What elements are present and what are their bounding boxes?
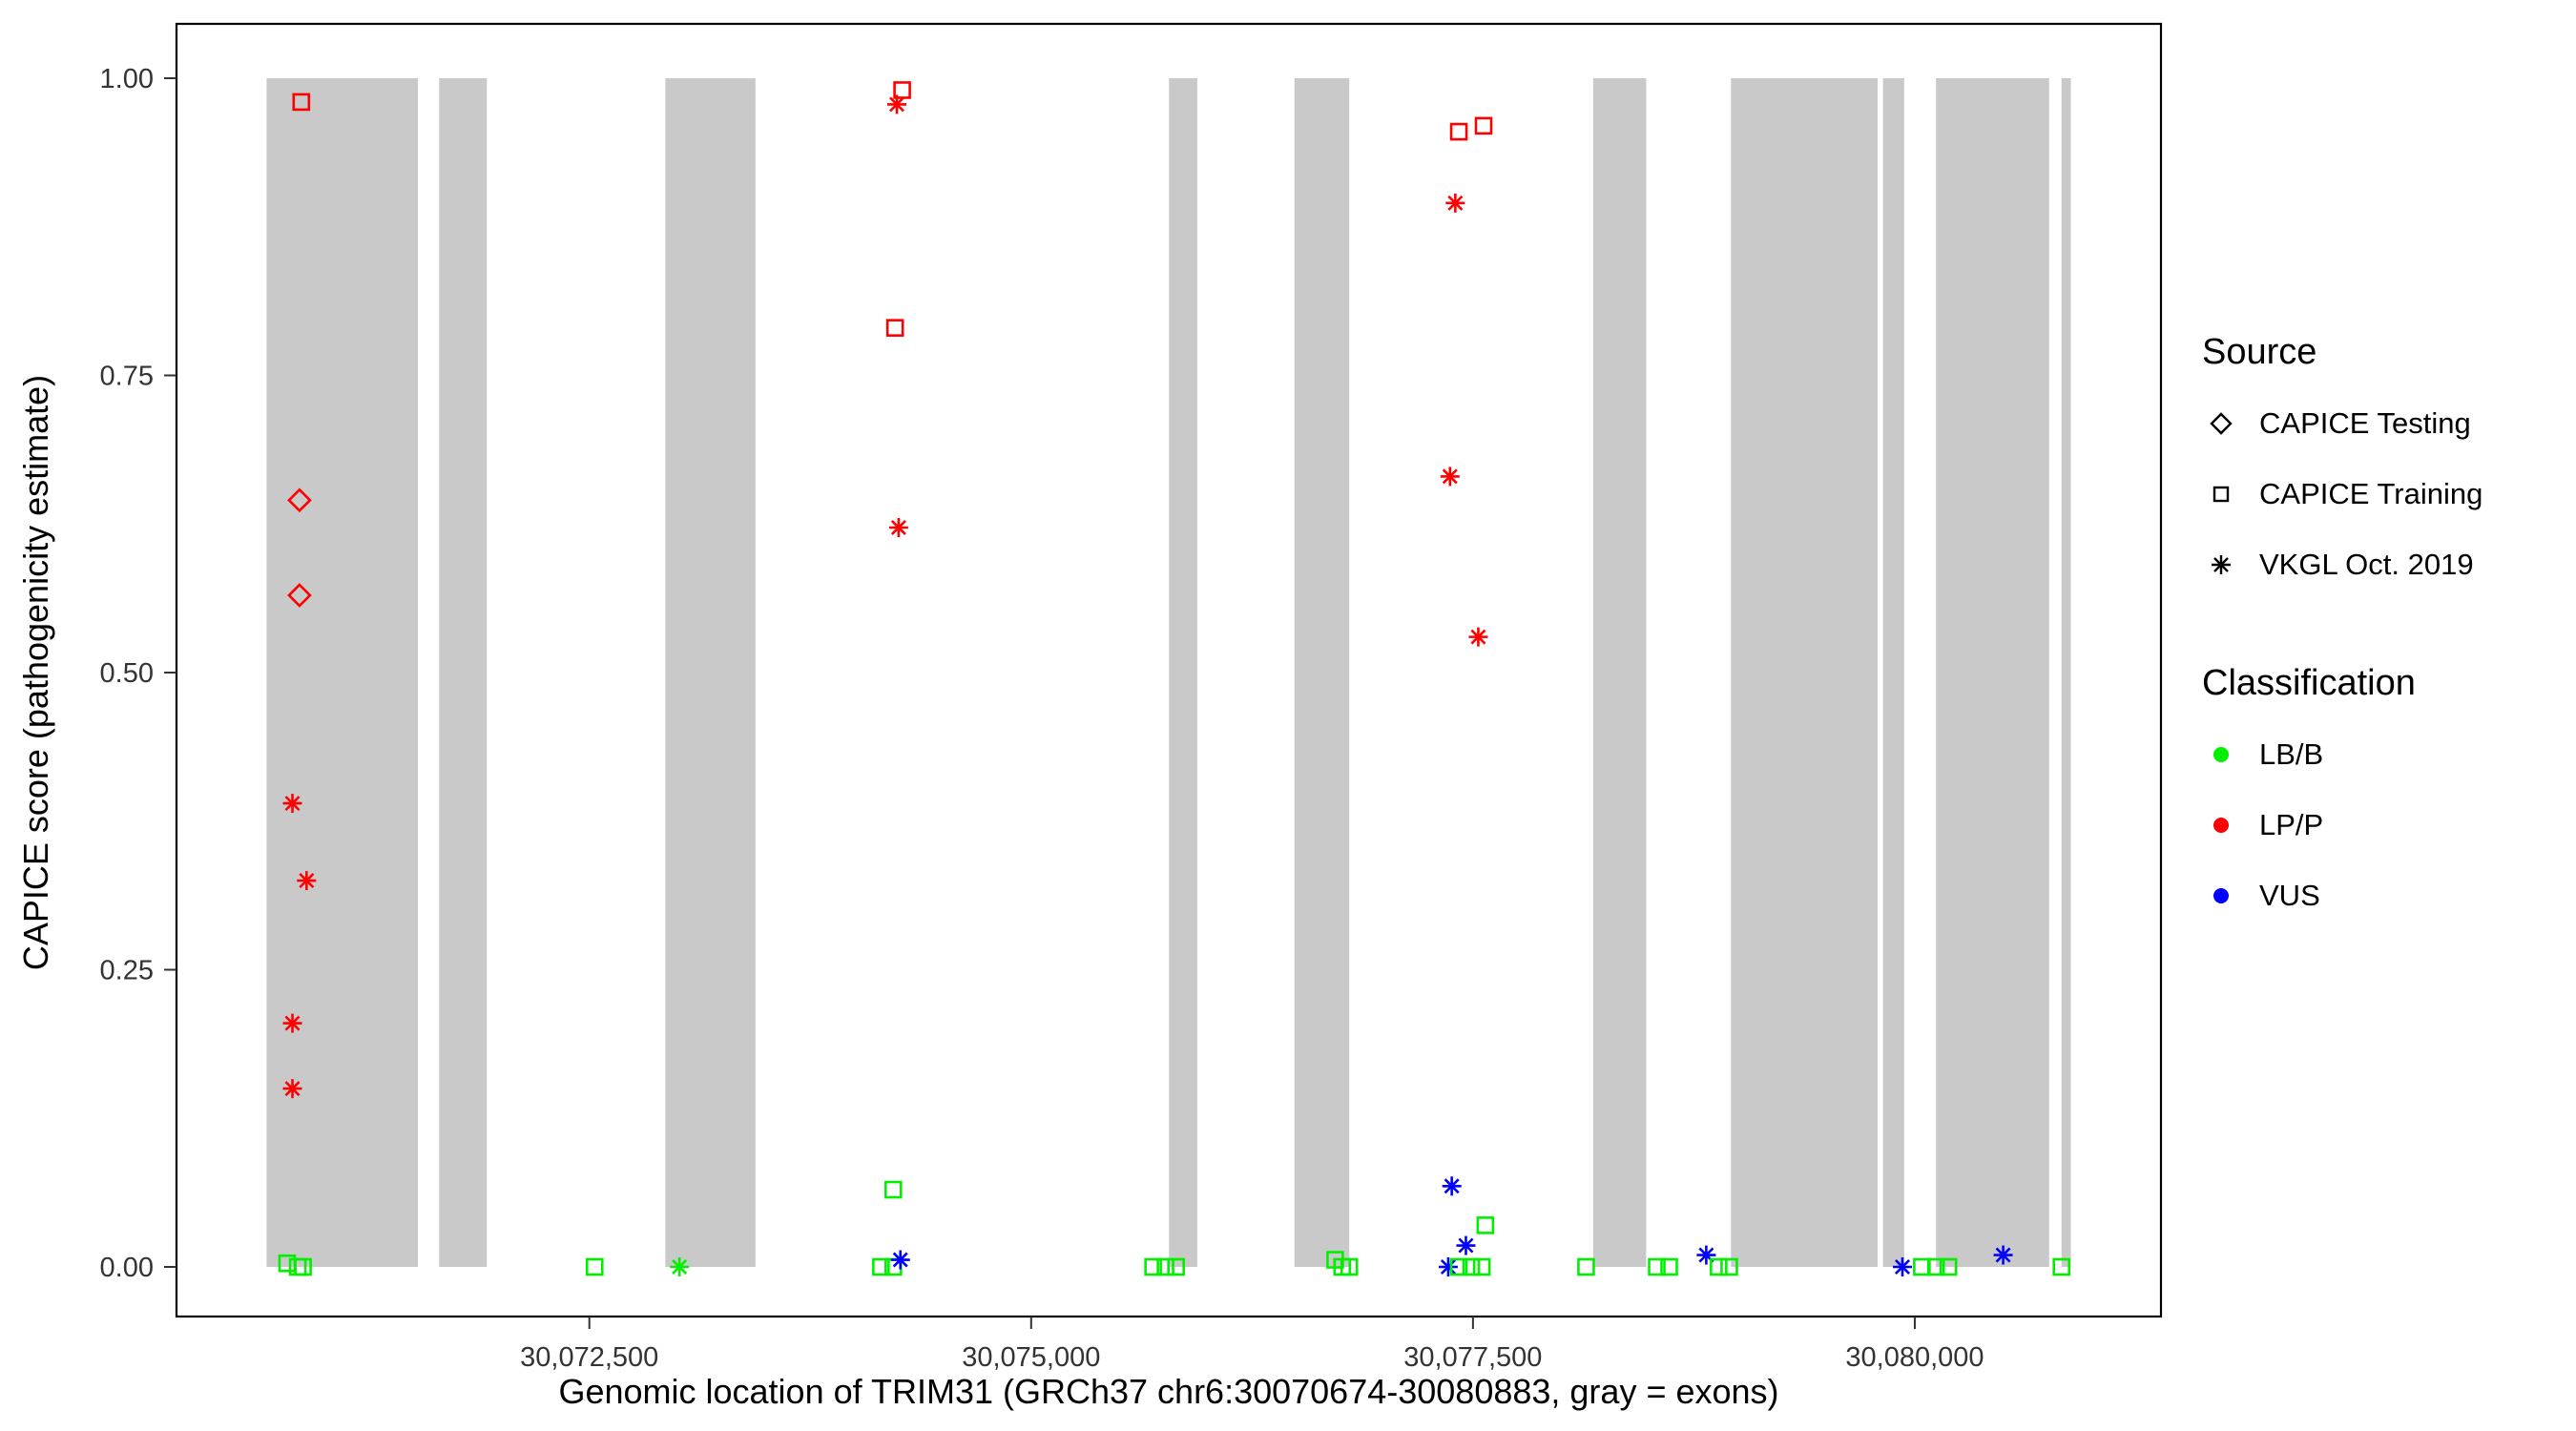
data-point-square bbox=[1472, 1257, 1491, 1276]
y-tick-label: 0.75 bbox=[100, 362, 154, 392]
data-point-square bbox=[1939, 1257, 1958, 1276]
exon-band bbox=[1731, 78, 1879, 1267]
data-point-asterisk bbox=[890, 519, 906, 535]
data-point-square bbox=[585, 1257, 604, 1276]
legend-item-lbb: LB/B bbox=[2202, 719, 2483, 790]
circle-icon bbox=[2213, 818, 2229, 833]
data-point-asterisk bbox=[284, 1015, 301, 1031]
panel-border bbox=[175, 22, 2163, 1318]
data-point-square bbox=[1156, 1257, 1174, 1276]
y-axis-title: CAPICE score (pathogenicity estimate) bbox=[16, 374, 55, 971]
data-point-square bbox=[885, 319, 904, 337]
data-point-square bbox=[1648, 1257, 1666, 1276]
y-tick-label: 0.00 bbox=[100, 1253, 154, 1283]
data-point-square bbox=[1926, 1257, 1945, 1276]
data-point-asterisk bbox=[1895, 1259, 1910, 1275]
exon-band bbox=[1592, 78, 1647, 1267]
x-tick-label: 30,080,000 bbox=[1845, 1342, 1984, 1373]
legend-classification-items: LB/B LP/P VUS bbox=[2202, 719, 2483, 931]
data-point-asterisk bbox=[284, 1081, 301, 1097]
x-tick-label: 30,077,500 bbox=[1403, 1342, 1542, 1373]
asterisk-icon bbox=[2212, 555, 2231, 574]
circle-icon bbox=[2213, 888, 2229, 903]
legend-source-items: CAPICE Testing CAPICE Training VKGL Oct. 2… bbox=[2202, 388, 2483, 600]
data-point-square bbox=[1462, 1257, 1481, 1276]
exon-band bbox=[1882, 78, 1904, 1267]
data-point-asterisk bbox=[892, 1252, 908, 1268]
data-point-square bbox=[884, 1180, 903, 1199]
exon-band bbox=[1169, 78, 1197, 1267]
diamond-icon bbox=[2210, 412, 2233, 435]
exon-band bbox=[439, 78, 488, 1267]
legend-item-label: LB/B bbox=[2259, 737, 2324, 771]
data-point-square bbox=[872, 1257, 890, 1276]
data-point-asterisk bbox=[284, 796, 301, 812]
y-tick-label: 1.00 bbox=[100, 64, 154, 94]
legend-item-label: VKGL Oct. 2019 bbox=[2259, 548, 2474, 581]
legend-item-label: LP/P bbox=[2259, 808, 2324, 841]
data-point-asterisk bbox=[1444, 1178, 1460, 1194]
legend-item-label: CAPICE Testing bbox=[2259, 406, 2471, 440]
legend: Source CAPICE Testing CAPICE Training VKGL… bbox=[2202, 332, 2483, 931]
legend-item-asterisk: VKGL Oct. 2019 bbox=[2202, 529, 2483, 600]
legend-item-vus: VUS bbox=[2202, 861, 2483, 931]
data-point-square bbox=[1340, 1257, 1359, 1276]
data-point-square bbox=[1167, 1257, 1185, 1276]
data-point-asterisk bbox=[1458, 1237, 1474, 1254]
data-point-square bbox=[1144, 1257, 1162, 1276]
data-point-asterisk bbox=[889, 96, 905, 113]
data-point-asterisk bbox=[1698, 1247, 1714, 1263]
x-axis-title: Genomic location of TRIM31 (GRCh37 chr6:… bbox=[558, 1372, 1779, 1411]
exon-band bbox=[1294, 78, 1350, 1267]
data-point-square bbox=[1476, 1216, 1495, 1234]
data-point-asterisk bbox=[1447, 195, 1464, 211]
exon-band bbox=[2061, 78, 2071, 1267]
data-point-square bbox=[294, 1257, 312, 1276]
data-point-asterisk bbox=[1995, 1247, 2011, 1263]
legend-gap bbox=[2202, 600, 2483, 663]
y-tick-label: 0.50 bbox=[100, 658, 154, 689]
data-point-asterisk bbox=[672, 1259, 688, 1275]
data-point-asterisk bbox=[1442, 468, 1458, 485]
legend-classification-title: Classification bbox=[2202, 663, 2416, 703]
data-point-asterisk bbox=[1440, 1259, 1456, 1275]
legend-item-label: VUS bbox=[2259, 879, 2320, 912]
data-point-square bbox=[1710, 1257, 1728, 1276]
data-point-square bbox=[1660, 1257, 1678, 1276]
data-point-square bbox=[292, 93, 311, 112]
legend-source-title: Source bbox=[2202, 332, 2317, 372]
legend-item-square: CAPICE Training bbox=[2202, 459, 2483, 529]
square-icon bbox=[2212, 486, 2230, 503]
data-point-diamond bbox=[287, 487, 312, 513]
circle-icon bbox=[2213, 747, 2229, 762]
x-tick-label: 30,072,500 bbox=[520, 1342, 658, 1373]
data-point-diamond bbox=[287, 583, 312, 608]
data-point-square bbox=[1449, 1257, 1468, 1276]
data-point-square bbox=[1474, 116, 1493, 135]
data-point-square bbox=[1577, 1257, 1595, 1276]
data-point-square bbox=[2052, 1257, 2071, 1276]
data-point-asterisk bbox=[299, 873, 315, 889]
data-point-asterisk bbox=[1470, 629, 1486, 645]
data-point-square bbox=[1449, 122, 1468, 141]
legend-item-lpp: LP/P bbox=[2202, 790, 2483, 861]
legend-item-diamond: CAPICE Testing bbox=[2202, 388, 2483, 459]
x-tick-label: 30,075,000 bbox=[962, 1342, 1100, 1373]
legend-item-label: CAPICE Training bbox=[2259, 477, 2483, 510]
exon-band bbox=[1936, 78, 2049, 1267]
exon-band bbox=[665, 78, 756, 1267]
y-tick-label: 0.25 bbox=[100, 956, 154, 986]
exon-band bbox=[266, 78, 419, 1267]
data-point-square bbox=[1720, 1257, 1738, 1276]
